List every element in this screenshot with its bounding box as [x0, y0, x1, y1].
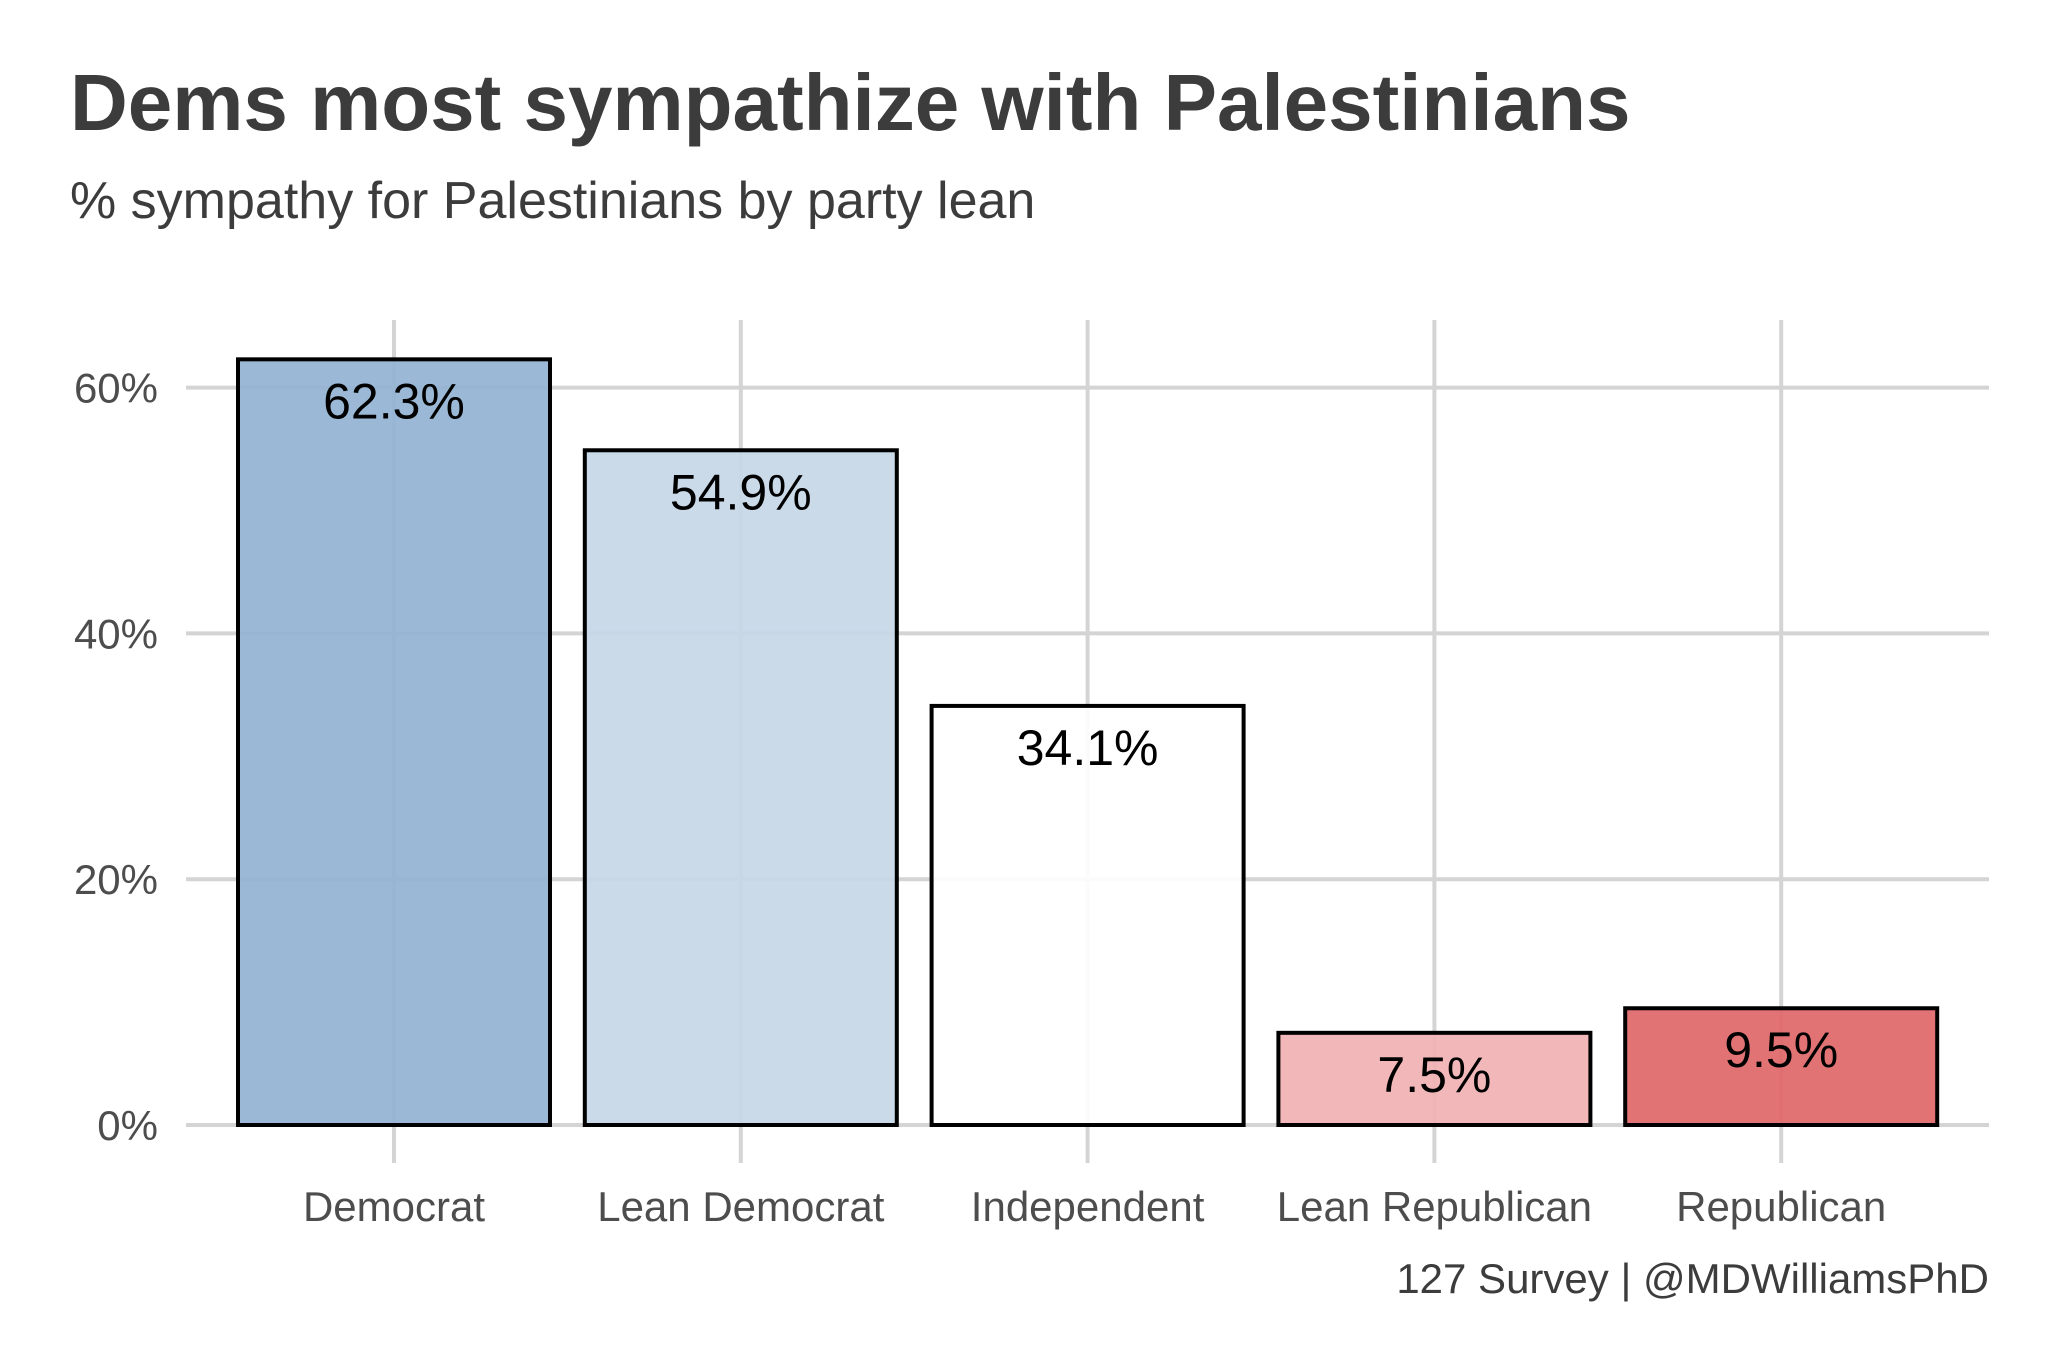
data-label: 9.5%	[1724, 1022, 1838, 1078]
data-label: 62.3%	[323, 373, 465, 429]
x-axis-ticks: Democrat Lean Democrat Independent Lean Rep…	[303, 1183, 1886, 1230]
bar-lean-republican	[1276, 1030, 1593, 1127]
data-labels: 62.3% 54.9% 34.1% 7.5% 9.5%	[323, 373, 1838, 1102]
data-label: 34.1%	[1017, 720, 1159, 776]
bar-democrat	[236, 357, 552, 1127]
data-label: 7.5%	[1377, 1047, 1491, 1103]
bar-independent	[929, 703, 1246, 1127]
bar-republican	[1623, 1006, 1940, 1127]
y-axis-ticks: 0% 20% 40% 60%	[74, 365, 158, 1149]
bars	[236, 357, 1940, 1127]
chart-subtitle: % sympathy for Palestinians by party lea…	[70, 172, 1035, 230]
x-tick-label: Republican	[1676, 1183, 1886, 1230]
chart-title: Dems most sympathize with Palestinians	[70, 58, 1630, 147]
x-tick-label: Democrat	[303, 1183, 485, 1230]
bar-lean-democrat	[582, 448, 899, 1127]
y-tick-label: 0%	[97, 1102, 158, 1149]
x-tick-label: Independent	[971, 1183, 1205, 1230]
x-tick-label: Lean Democrat	[597, 1183, 884, 1230]
y-tick-label: 60%	[74, 365, 158, 412]
data-label: 54.9%	[670, 464, 812, 520]
y-tick-label: 20%	[74, 856, 158, 903]
chart-caption: 127 Survey | @MDWilliamsPhD	[1396, 1255, 1989, 1302]
x-tick-label: Lean Republican	[1277, 1183, 1592, 1230]
y-tick-label: 40%	[74, 610, 158, 657]
